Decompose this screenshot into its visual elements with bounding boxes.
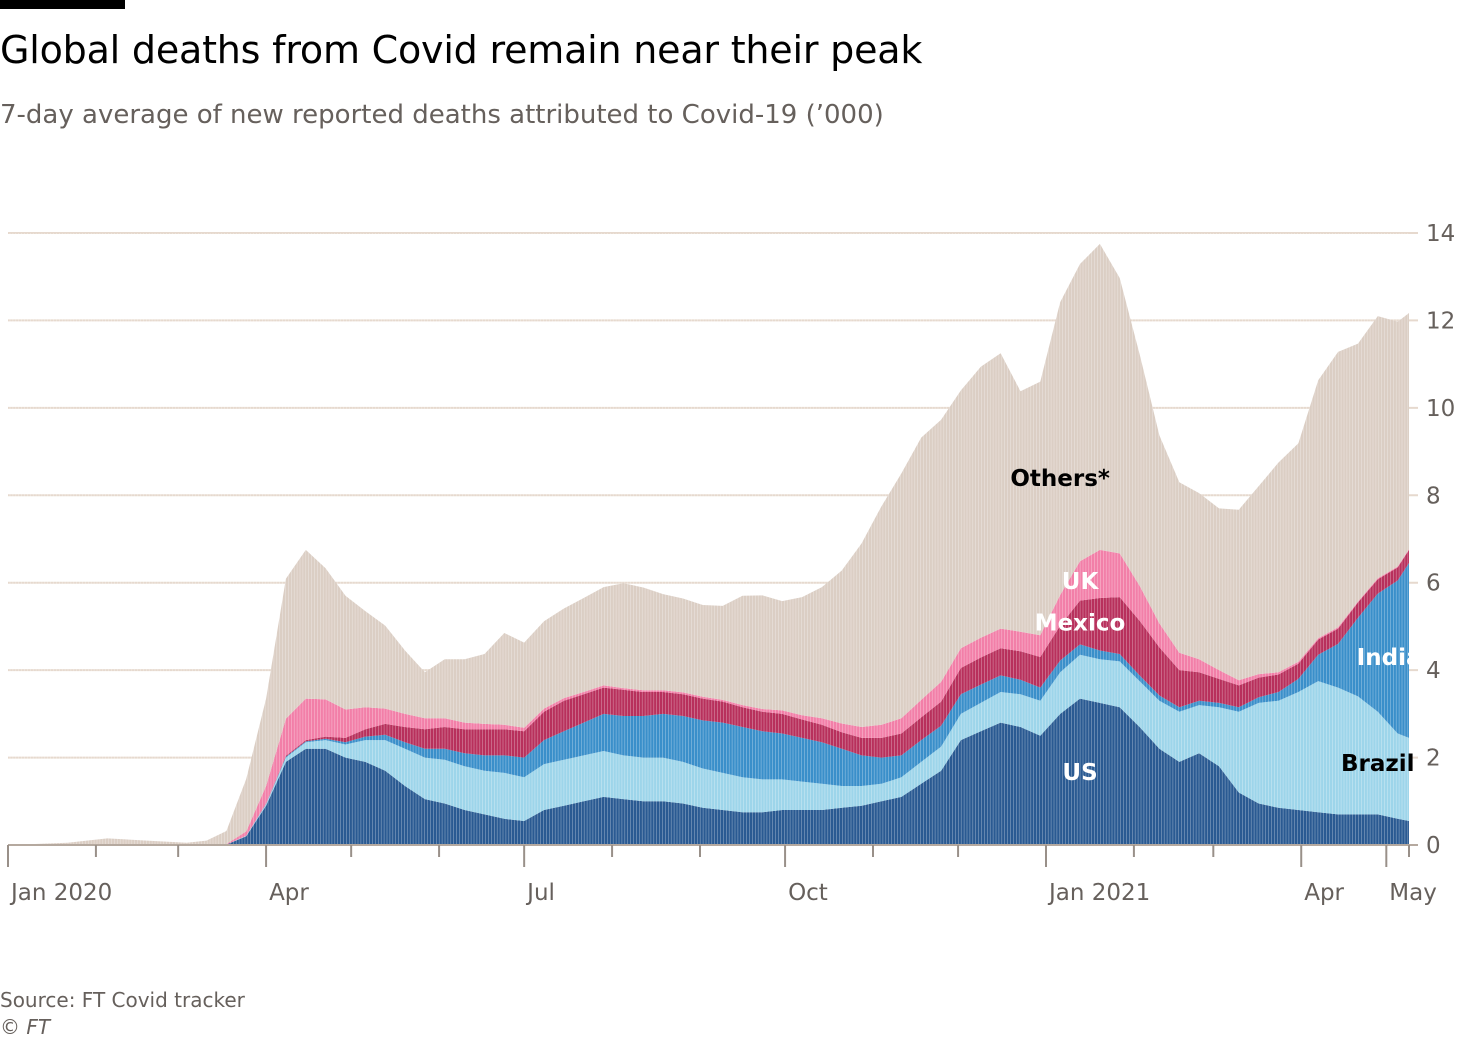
series-label-mexico: Mexico — [1035, 610, 1126, 636]
copyright-note: © FT — [0, 1015, 51, 1039]
x-tick-label: Apr — [1304, 880, 1344, 906]
bar-texture — [9, 233, 1409, 845]
axes: 0 2 4 6 8 10 12 14 Jan 2020 Apr Jul Oct Jan 2021 Apr M… — [7, 221, 1455, 906]
y-tick-label: 14 — [1426, 221, 1455, 247]
series-label-brazil: Brazil — [1341, 751, 1415, 777]
series-area-us — [8, 698, 1409, 845]
y-tick-label: 6 — [1426, 571, 1441, 597]
chart-subtitle: 7-day average of new reported deaths att… — [0, 100, 884, 130]
series-label-us: US — [1062, 760, 1097, 786]
series-area-others — [8, 243, 1409, 845]
x-tick-label: May — [1389, 880, 1437, 906]
series-area-brazil — [8, 654, 1409, 845]
series-label-others: Others* — [1010, 466, 1110, 492]
x-tick-label: Oct — [788, 880, 828, 906]
x-tick-label: Apr — [269, 880, 309, 906]
y-tick-label: 2 — [1426, 746, 1441, 772]
x-tick-label: Jul — [525, 880, 555, 906]
y-tick-label: 10 — [1426, 396, 1455, 422]
y-tick-label: 0 — [1426, 833, 1441, 859]
series-labels: US Brazil India Mexico UK Others* — [1010, 466, 1421, 786]
stacked-areas — [8, 233, 1409, 845]
y-tick-label: 8 — [1426, 483, 1441, 509]
x-tick-label: Jan 2020 — [9, 880, 112, 906]
series-label-india: India — [1357, 645, 1422, 671]
brand-bar — [0, 0, 125, 9]
y-tick-label: 12 — [1426, 308, 1455, 334]
chart-title: Global deaths from Covid remain near the… — [0, 28, 923, 72]
x-tick-label: Jan 2021 — [1047, 880, 1150, 906]
source-note: Source: FT Covid tracker — [0, 988, 245, 1012]
series-area-uk — [8, 549, 1409, 845]
series-label-uk: UK — [1062, 569, 1100, 595]
y-tick-label: 4 — [1426, 658, 1441, 684]
